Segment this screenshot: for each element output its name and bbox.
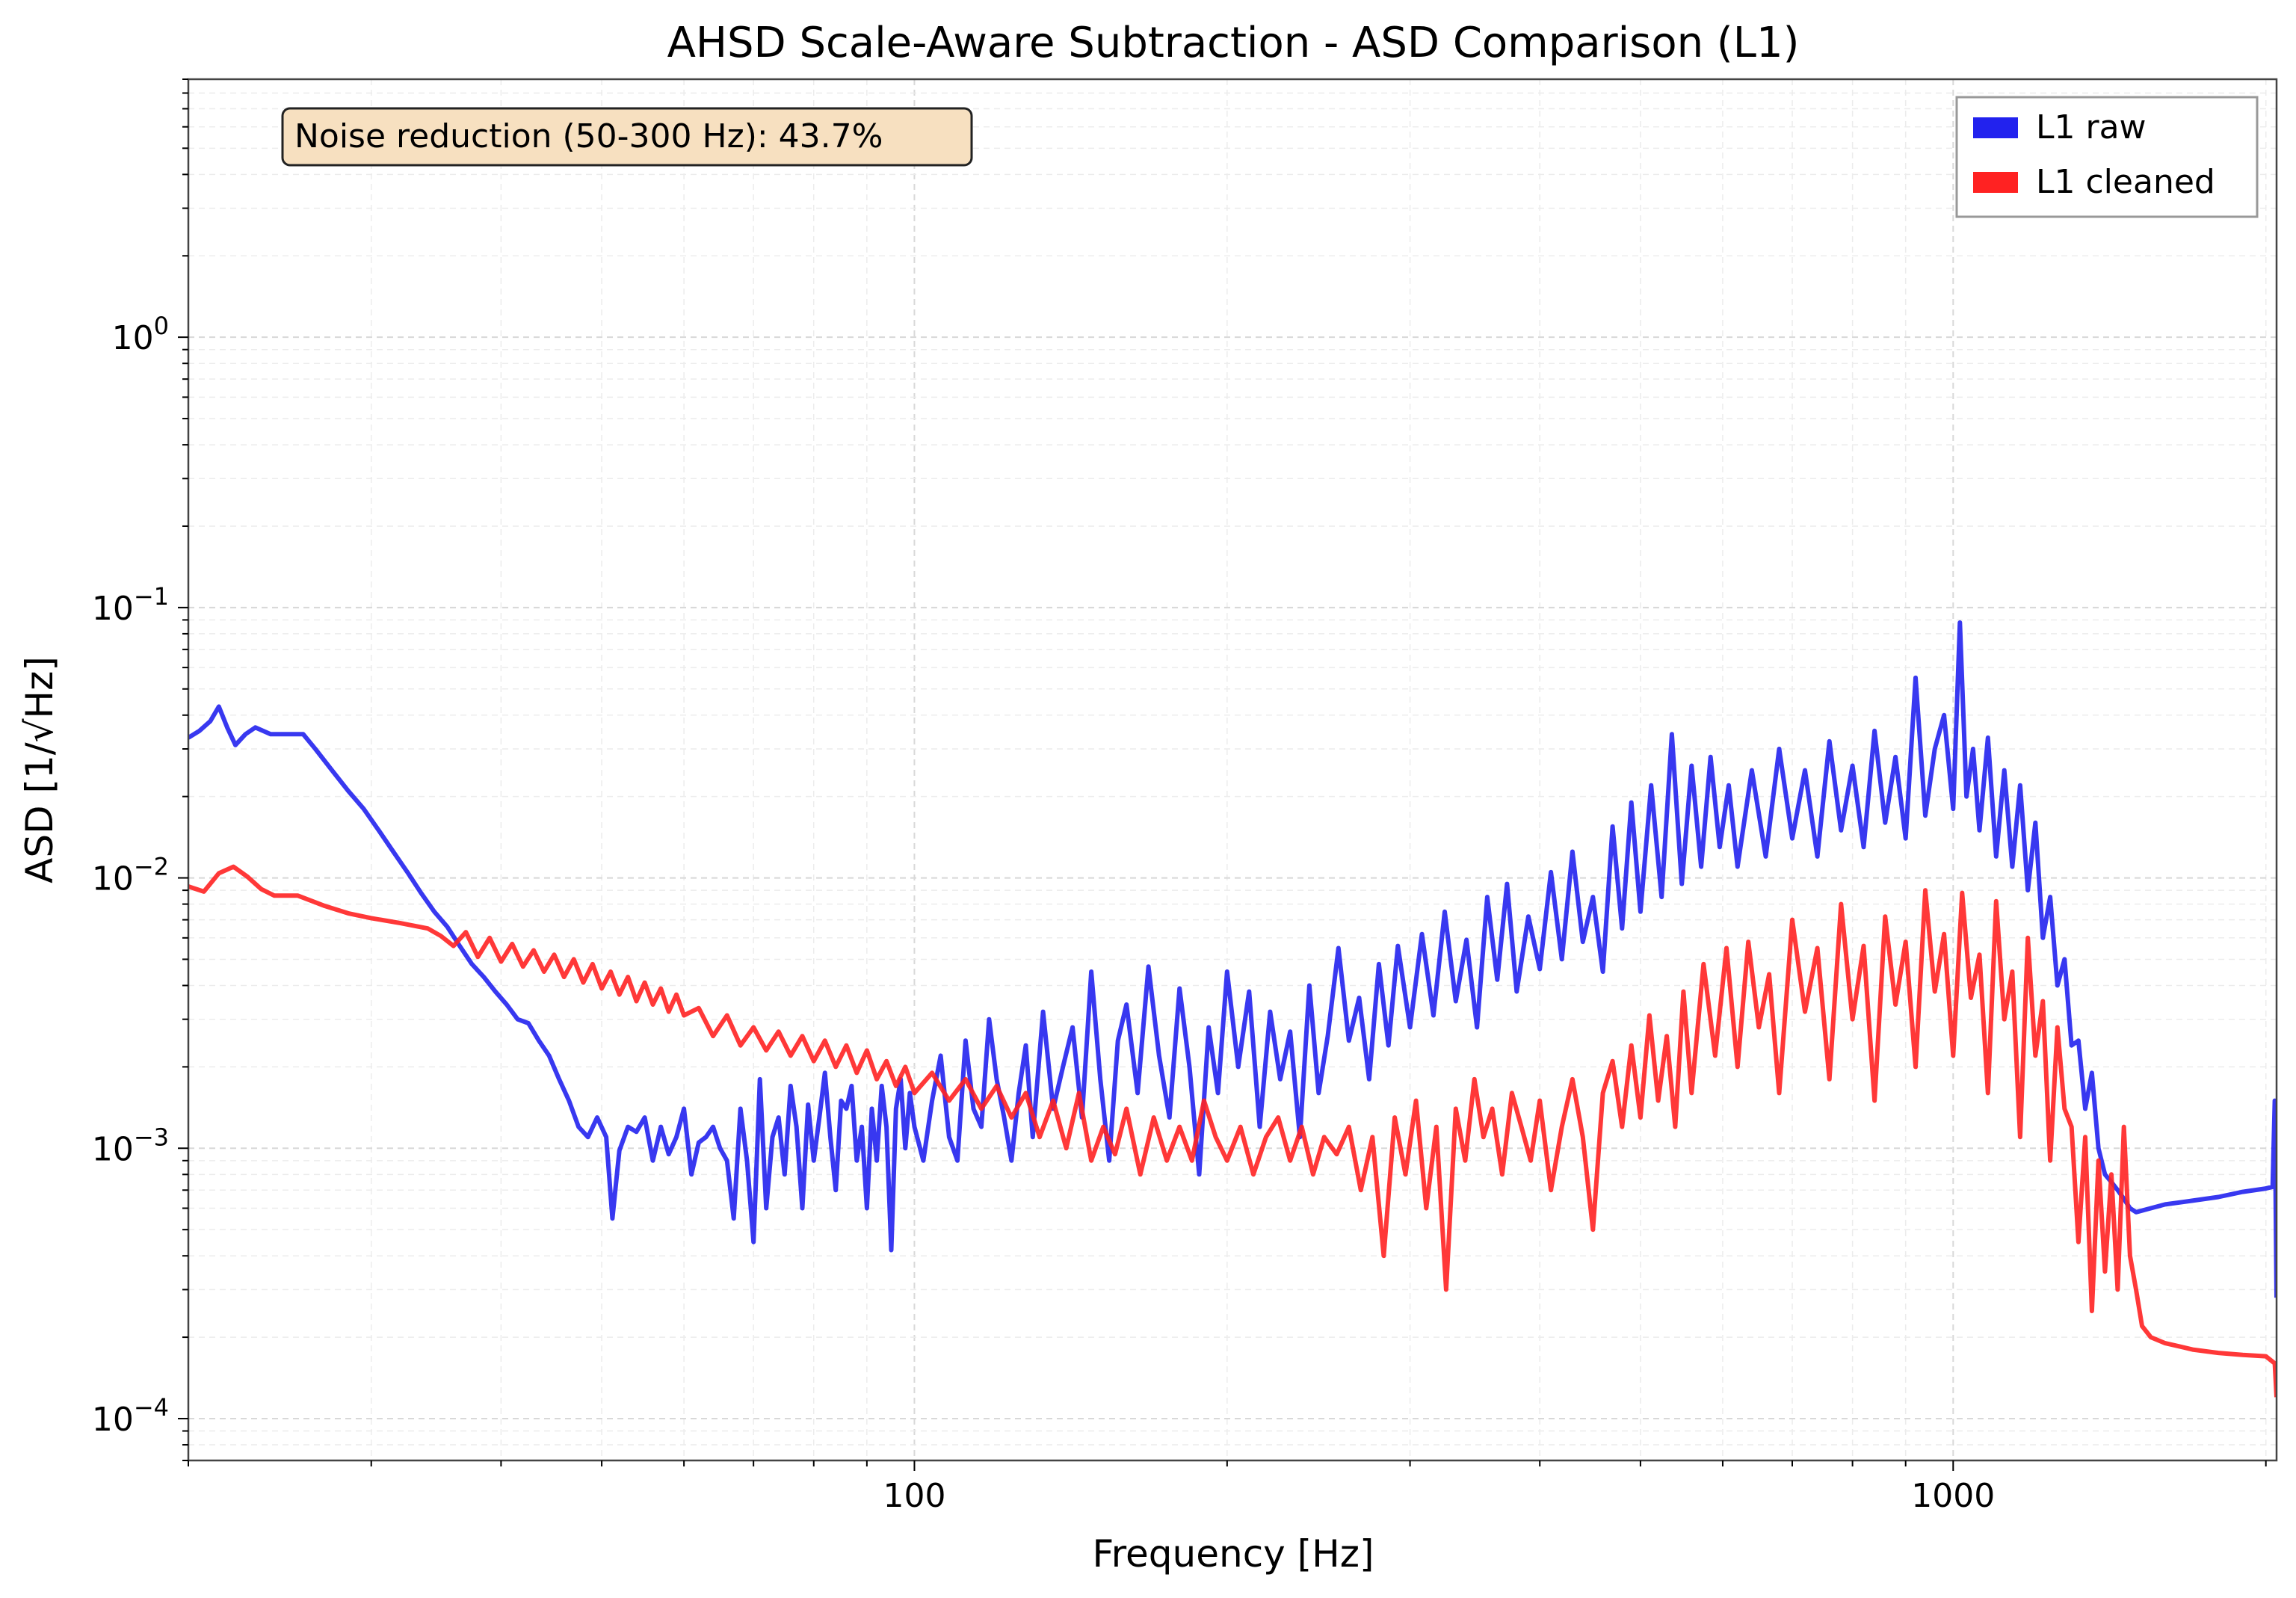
series-line-cleaned	[188, 864, 2277, 1398]
annotation-box	[281, 107, 973, 167]
x-tick-label: 100	[883, 1477, 945, 1515]
legend-box	[1955, 96, 2259, 218]
grid	[188, 78, 2277, 1461]
legend: L1 raw L1 cleaned	[1955, 96, 2259, 218]
legend-label-raw: L1 raw	[2036, 108, 2147, 146]
noise-reduction-annotation: Noise reduction (50-300 Hz): 43.7%	[281, 107, 973, 167]
y-tick-label: 10−1	[92, 582, 169, 628]
legend-label-cleaned: L1 cleaned	[2036, 163, 2215, 201]
y-axis-label: ASD [1/√Hz]	[18, 656, 61, 883]
series-layer	[188, 620, 2277, 1398]
legend-swatch-cleaned	[1973, 172, 2018, 193]
series-line-raw	[188, 620, 2277, 1298]
y-tick-label: 10−4	[92, 1393, 169, 1439]
y-tick-label: 10−3	[92, 1123, 169, 1168]
axis-ticks: 100 1000 100 10−1 10−2 10−3 10−4	[92, 78, 2267, 1515]
legend-swatch-raw	[1973, 117, 2018, 138]
y-tick-label: 10−2	[92, 853, 169, 898]
x-axis-label: Frequency [Hz]	[1092, 1532, 1374, 1576]
y-tick-label: 100	[112, 312, 169, 357]
chart-title: AHSD Scale-Aware Subtraction - ASD Compa…	[667, 19, 1800, 67]
plot-area	[188, 79, 2277, 1460]
annotation-text: Noise reduction (50-300 Hz): 43.7%	[294, 117, 883, 155]
plot-frame	[187, 78, 2278, 1462]
x-tick-label: 1000	[1911, 1477, 1995, 1515]
